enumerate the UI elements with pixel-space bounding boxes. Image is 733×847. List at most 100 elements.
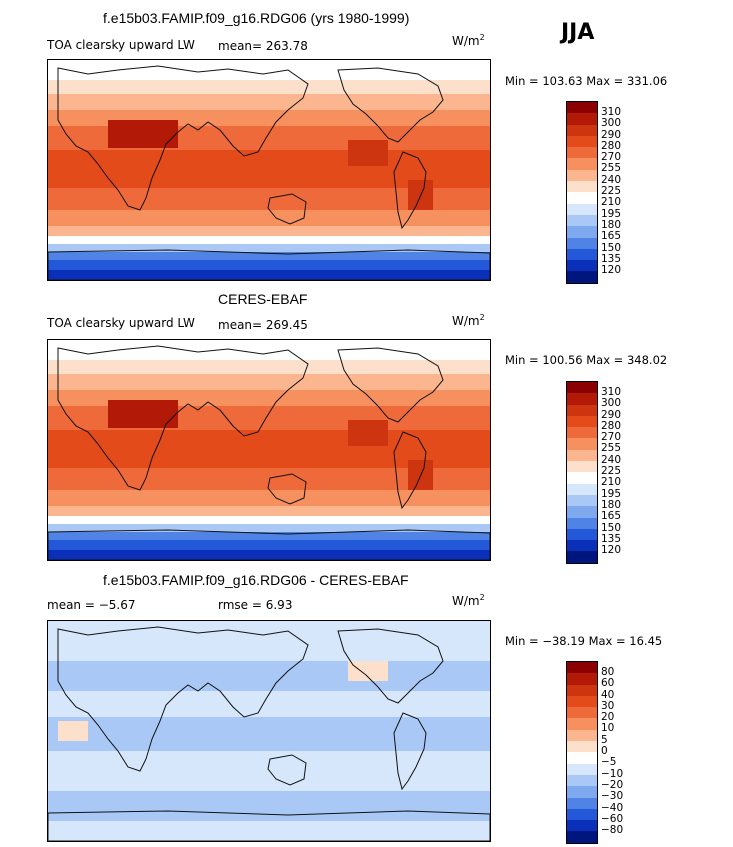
colorbar-swatch <box>567 260 597 272</box>
colorbar-swatch <box>567 226 597 238</box>
field-band <box>48 374 490 390</box>
colorbar-level-label: 300 <box>601 397 622 410</box>
colorbar-swatch <box>567 695 597 708</box>
colorbar-swatch <box>567 427 597 439</box>
coastline <box>48 249 490 280</box>
colorbar-level-label: 290 <box>601 128 622 141</box>
field-band <box>48 661 490 691</box>
colorbar-swatch <box>567 517 597 529</box>
field-band <box>48 94 490 110</box>
panel2-map <box>47 339 491 561</box>
colorbar-swatch <box>567 684 597 696</box>
colorbar-swatch <box>567 540 597 552</box>
panel2-title: CERES-EBAF <box>218 291 308 307</box>
field-anomaly <box>58 721 88 741</box>
colorbar-level-label: 165 <box>601 230 622 243</box>
coastline <box>267 754 307 786</box>
colorbar-level-label: 255 <box>601 162 622 175</box>
colorbar-swatch <box>567 449 597 462</box>
field-band <box>48 340 490 360</box>
colorbar-level-label: 210 <box>601 196 622 209</box>
panel1-colorbar-labels: 310 300 290 280 270 255 240 225 210 195 180 165 150 1… <box>601 106 622 276</box>
colorbar-swatch <box>567 831 597 843</box>
panel3-colorbar-labels: 80 60 40 30 20 10 5 0 −5 −10 −20 −30 −40 −60 −80 <box>601 666 624 837</box>
coastline <box>393 151 427 230</box>
colorbar-level-label: 180 <box>601 498 622 511</box>
colorbar-level-label: −30 <box>601 790 624 803</box>
colorbar-level-label: 180 <box>601 218 622 231</box>
field-band <box>48 532 490 540</box>
colorbar-level-label: −20 <box>601 778 624 791</box>
coastline <box>57 345 309 491</box>
field-band <box>48 516 490 524</box>
coastline <box>337 67 444 143</box>
colorbar-level-label: 60 <box>601 677 615 690</box>
colorbar-swatch <box>567 102 597 114</box>
colorbar-swatch <box>567 461 597 473</box>
colorbar-swatch <box>567 752 597 764</box>
colorbar-level-label: 270 <box>601 151 622 164</box>
field-hotspot <box>108 400 178 428</box>
colorbar-swatch <box>567 404 597 416</box>
colorbar-level-label: 150 <box>601 241 622 254</box>
colorbar-swatch <box>567 786 597 798</box>
field-anomaly <box>348 661 388 681</box>
field-band <box>48 621 490 661</box>
field-band <box>48 80 490 94</box>
colorbar-level-label: 310 <box>601 106 622 118</box>
colorbar-swatch <box>567 393 597 405</box>
colorbar-swatch <box>567 113 597 125</box>
colorbar-swatch <box>567 707 597 719</box>
colorbar-swatch <box>567 763 597 775</box>
field-band <box>48 210 490 226</box>
colorbar-swatch <box>567 729 597 742</box>
colorbar-swatch <box>567 181 597 193</box>
coastline <box>393 712 427 791</box>
colorbar-level-label: 210 <box>601 476 622 489</box>
panel1-minmax: Min = 103.63 Max = 331.06 <box>505 74 668 88</box>
coastline <box>48 810 490 841</box>
field-band <box>48 468 490 490</box>
colorbar-swatch <box>567 718 597 730</box>
panel1-colorbar <box>566 101 598 284</box>
colorbar-level-label: −10 <box>601 767 624 780</box>
colorbar-swatch <box>567 192 597 204</box>
field-band <box>48 540 490 550</box>
panel3-rmse: rmse = 6.93 <box>218 598 293 612</box>
colorbar-swatch <box>567 662 597 674</box>
colorbar-swatch <box>567 506 597 518</box>
colorbar-level-label: 280 <box>601 419 622 432</box>
colorbar-swatch <box>567 124 597 136</box>
field-band <box>48 821 490 841</box>
colorbar-level-label: 40 <box>601 688 615 701</box>
colorbar-level-label: 310 <box>601 386 622 398</box>
field-band <box>48 524 490 532</box>
field-band <box>48 236 490 244</box>
colorbar-swatch <box>567 415 597 428</box>
colorbar-swatch <box>567 203 597 215</box>
panel3-map <box>47 620 491 842</box>
colorbar-level-label: 0 <box>601 745 608 758</box>
colorbar-level-label: 240 <box>601 173 622 186</box>
panel2-minmax: Min = 100.56 Max = 348.02 <box>505 353 668 367</box>
colorbar-swatch <box>567 169 597 182</box>
colorbar-swatch <box>567 135 597 148</box>
colorbar-swatch <box>567 551 597 563</box>
panel1-title: f.e15b03.FAMIP.f09_g16.RDG06 (yrs 1980-1… <box>103 10 410 26</box>
panel1-mean: mean= 263.78 <box>218 39 308 53</box>
colorbar-level-label: −80 <box>601 824 624 837</box>
panel2-variable: TOA clearsky upward LW <box>47 316 195 330</box>
colorbar-level-label: −40 <box>601 801 624 814</box>
panel3-map-field <box>48 621 490 841</box>
field-band <box>48 490 490 506</box>
panel3-title: f.e15b03.FAMIP.f09_g16.RDG06 - CERES-EBA… <box>103 572 409 588</box>
panel3-units: W/m2 <box>452 593 485 608</box>
panel2-colorbar <box>566 381 598 564</box>
field-band <box>48 188 490 210</box>
colorbar-swatch <box>567 158 597 170</box>
colorbar-level-label: 150 <box>601 521 622 534</box>
colorbar-swatch <box>567 774 597 787</box>
coastline <box>393 431 427 510</box>
panel3-mean: mean = −5.67 <box>47 598 136 612</box>
colorbar-swatch <box>567 494 597 507</box>
